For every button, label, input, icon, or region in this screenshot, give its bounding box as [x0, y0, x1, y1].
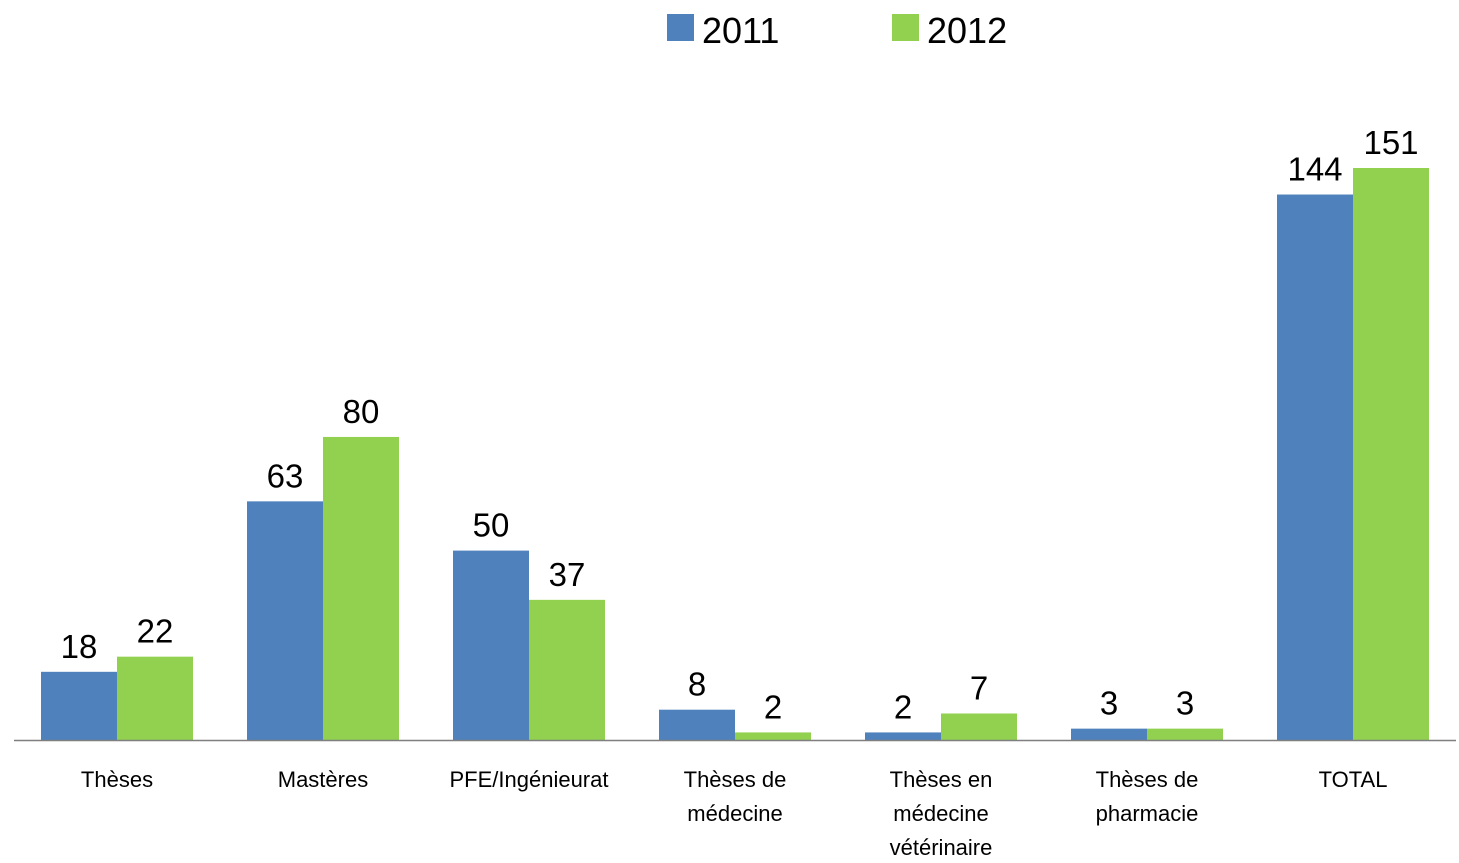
data-label-2011-2: 63 [267, 457, 304, 494]
x-tick-label-5: Thèses en médecine vétérinaire [890, 767, 993, 860]
bar-2011-5 [865, 732, 941, 740]
x-tick-label-7: TOTAL [1319, 767, 1388, 792]
data-label-2012-6: 3 [1176, 685, 1194, 722]
bar-2012-2 [323, 436, 399, 740]
bar-2011-3 [453, 550, 529, 740]
data-label-2011-5: 2 [894, 688, 912, 725]
legend: 2011 2012 [667, 10, 1007, 51]
bar-2012-3 [529, 599, 605, 740]
legend-label-2012: 2012 [927, 10, 1007, 51]
bar-2011-4 [659, 709, 735, 740]
data-label-2012-2: 80 [343, 393, 380, 430]
x-tick-labels: Thèses Mastères PFE/Ingénieurat Thèses de mé… [81, 767, 1388, 860]
bar-2012-7 [1353, 168, 1429, 740]
bar-2012-5 [941, 713, 1017, 740]
x-tick-label-4: Thèses de médecine [684, 767, 787, 826]
bar-2011-7 [1277, 194, 1353, 741]
data-label-2011-4: 8 [688, 666, 706, 703]
bar-2011-6 [1071, 728, 1147, 740]
data-label-2012-3: 37 [549, 556, 586, 593]
legend-swatch-2011 [667, 14, 694, 41]
data-label-2011-6: 3 [1100, 685, 1118, 722]
data-label-2012-1: 22 [137, 613, 174, 650]
bar-2012-1 [117, 656, 193, 740]
legend-swatch-2012 [892, 14, 919, 41]
x-tick-label-2: Mastères [278, 767, 368, 792]
bars [41, 168, 1429, 741]
data-label-2011-1: 18 [61, 628, 98, 665]
legend-label-2011: 2011 [702, 10, 779, 51]
bar-2012-4 [735, 732, 811, 740]
data-label-2012-7: 151 [1363, 124, 1418, 161]
data-label-2011-3: 50 [473, 507, 510, 544]
bar-2011-1 [41, 671, 117, 740]
bar-2011-2 [247, 501, 323, 740]
bar-2012-6 [1147, 728, 1223, 740]
data-label-2012-5: 7 [970, 669, 988, 706]
x-tick-label-3: PFE/Ingénieurat [450, 767, 609, 792]
x-tick-label-1: Thèses [81, 767, 153, 792]
x-tick-label-6: Thèses de pharmacie [1096, 767, 1199, 826]
data-label-2012-4: 2 [764, 688, 782, 725]
data-label-2011-7: 144 [1287, 151, 1342, 188]
